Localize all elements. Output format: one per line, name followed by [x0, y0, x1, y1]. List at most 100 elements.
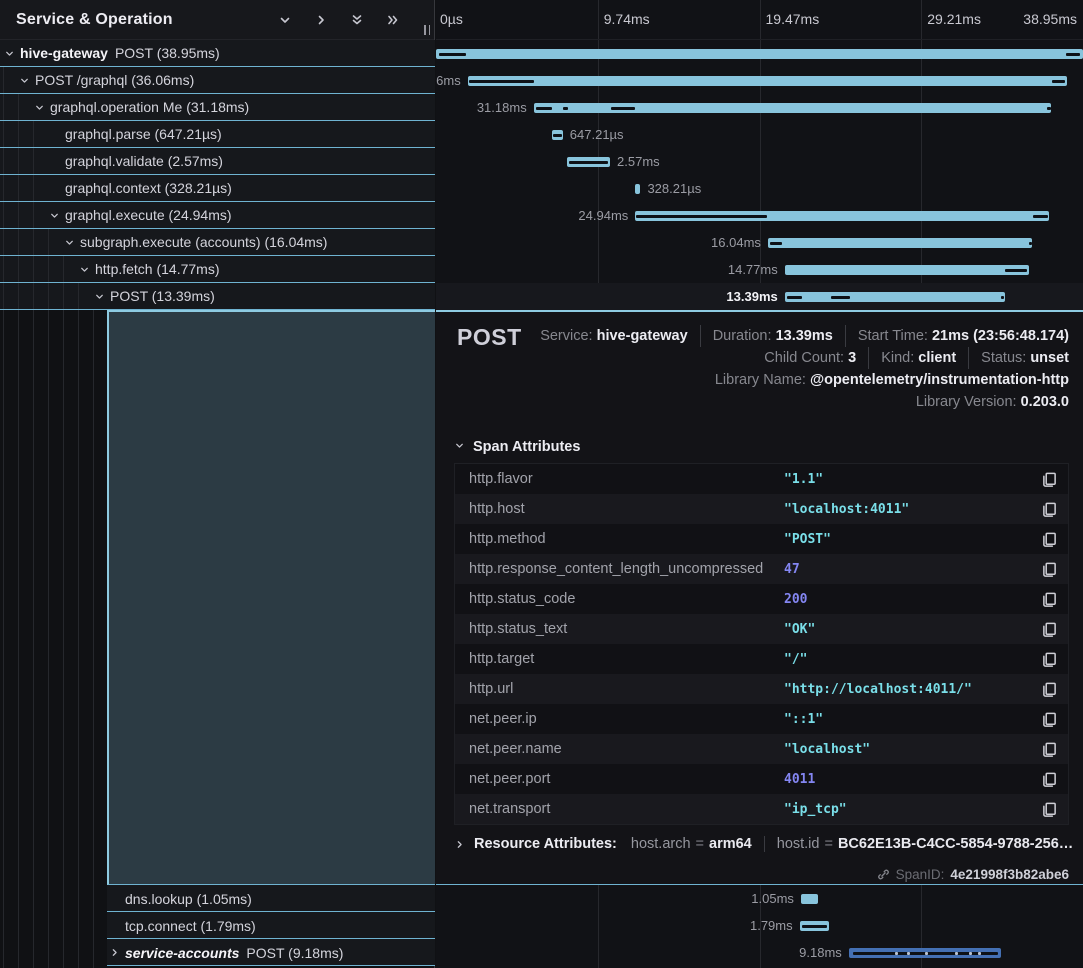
span-row-tree[interactable]: POST (13.39ms): [0, 283, 435, 310]
copy-icon[interactable]: [1038, 528, 1060, 550]
detail-meta-line: Service: hive-gateway Duration: 13.39ms St…: [540, 325, 1069, 347]
meta-label: Library Name:: [714, 372, 810, 388]
span-row-timeline[interactable]: 9.18ms: [436, 939, 1083, 966]
span-row-tree[interactable]: http.fetch (14.77ms): [0, 256, 435, 283]
meta-value: 0.203.0: [1020, 394, 1069, 410]
span-bar-tick: [1028, 241, 1032, 245]
detail-meta-line: Child Count: 3 Kind: client Status: unset: [540, 347, 1069, 369]
chevron-right-icon[interactable]: [314, 13, 328, 27]
copy-icon[interactable]: [1038, 798, 1060, 820]
attribute-key: net.transport: [469, 801, 551, 817]
span-bar-tick: [1051, 79, 1065, 83]
meta-label: Service:: [540, 328, 597, 344]
copy-icon[interactable]: [1038, 468, 1060, 490]
axis-tick-label: 9.74ms: [603, 11, 650, 27]
span-row-tree[interactable]: subgraph.execute (accounts) (16.04ms): [0, 229, 435, 256]
link-icon[interactable]: [877, 868, 890, 881]
span-bar[interactable]: [467, 76, 1067, 86]
chevron-down-icon[interactable]: [34, 102, 50, 113]
span-row-tree[interactable]: service-accounts POST (9.18ms): [0, 939, 435, 966]
resource-attributes-toggle[interactable]: Resource Attributes: host.arch = arm64 host…: [454, 836, 1074, 852]
service-name: service-accounts: [125, 944, 240, 961]
chevron-right-icon[interactable]: [109, 947, 125, 958]
span-bar[interactable]: [635, 211, 1049, 221]
span-bar-tick: [1065, 52, 1081, 56]
span-row-timeline[interactable]: 1.79ms: [436, 912, 1083, 939]
attribute-value: "ip_tcp": [784, 801, 847, 817]
span-row-timeline[interactable]: 24.94ms: [436, 202, 1083, 229]
span-row-tree[interactable]: graphql.parse (647.21µs): [0, 121, 435, 148]
copy-icon[interactable]: [1038, 558, 1060, 580]
span-duration-label: 328.21µs: [647, 181, 702, 196]
span-bar-tick: [1047, 106, 1051, 110]
meta-value: @opentelemetry/instrumentation-http: [809, 372, 1069, 388]
span-row-tree[interactable]: graphql.validate (2.57ms): [0, 148, 435, 175]
attribute-value: "http://localhost:4011/": [784, 681, 972, 697]
span-row-timeline[interactable]: 36.06ms: [436, 67, 1083, 94]
attribute-row: http.response_content_length_uncompresse…: [455, 554, 1068, 584]
copy-icon[interactable]: [1038, 618, 1060, 640]
span-row-timeline[interactable]: 328.21µs: [436, 175, 1083, 202]
span-row-tree[interactable]: graphql.operation Me (31.18ms): [0, 94, 435, 121]
chevron-down-icon[interactable]: [79, 264, 95, 275]
span-bar-tick: [801, 924, 828, 928]
span-row-tree[interactable]: graphql.execute (24.94ms): [0, 202, 435, 229]
copy-icon[interactable]: [1038, 708, 1060, 730]
attribute-row: net.peer.ip "::1": [455, 704, 1068, 734]
meta-value: unset: [1030, 350, 1069, 366]
span-bar[interactable]: [784, 265, 1029, 275]
meta-label: Library Version:: [915, 394, 1021, 410]
span-row-timeline[interactable]: 16.04ms: [436, 229, 1083, 256]
span-row-timeline[interactable]: 38.95ms: [436, 40, 1083, 67]
span-bar[interactable]: [784, 292, 1005, 302]
attribute-key: net.peer.name: [469, 741, 562, 757]
span-row-tree[interactable]: dns.lookup (1.05ms): [0, 885, 435, 912]
chevron-down-icon[interactable]: [94, 291, 110, 302]
attribute-row: http.host "localhost:4011": [455, 494, 1068, 524]
span-bar[interactable]: [800, 894, 819, 904]
chevron-down-icon: [454, 439, 465, 455]
copy-icon[interactable]: [1038, 498, 1060, 520]
panel-resize-handle[interactable]: [424, 25, 430, 35]
span-row-timeline[interactable]: 647.21µs: [436, 121, 1083, 148]
chevron-down-icon[interactable]: [49, 210, 65, 221]
axis-tick-label: 38.95ms: [1023, 11, 1077, 27]
span-row-tree[interactable]: POST /graphql (36.06ms): [0, 67, 435, 94]
resource-pair: host.id = BC62E13B-C4CC-5854-9788-256…: [763, 836, 1074, 852]
chevron-down-icon[interactable]: [4, 48, 20, 59]
span-bar[interactable]: [634, 184, 641, 194]
span-bar-tick: [830, 295, 851, 299]
copy-icon[interactable]: [1038, 588, 1060, 610]
span-row-timeline[interactable]: 31.18ms: [436, 94, 1083, 121]
span-duration-label: 31.18ms: [476, 100, 527, 115]
attribute-row: http.method "POST": [455, 524, 1068, 554]
attribute-row: http.status_code 200: [455, 584, 1068, 614]
copy-icon[interactable]: [1038, 678, 1060, 700]
span-bar[interactable]: [767, 238, 1032, 248]
span-attributes-title: Span Attributes: [473, 439, 581, 455]
span-attributes-toggle[interactable]: Span Attributes: [454, 439, 580, 455]
copy-icon[interactable]: [1038, 648, 1060, 670]
chevron-down-icon[interactable]: [278, 13, 292, 27]
span-bar-mark: [969, 951, 973, 955]
span-row-timeline[interactable]: 2.57ms: [436, 148, 1083, 175]
span-row-tree[interactable]: tcp.connect (1.79ms): [0, 912, 435, 939]
operation-label: dns.lookup (1.05ms): [125, 890, 252, 907]
span-row-timeline[interactable]: 14.77ms: [436, 256, 1083, 283]
span-bar[interactable]: [436, 49, 1083, 59]
span-row-timeline[interactable]: 13.39ms: [436, 283, 1083, 310]
attribute-row: http.target "/": [455, 644, 1068, 674]
double-chevron-down-icon[interactable]: [350, 13, 364, 27]
span-row-timeline[interactable]: 1.05ms: [436, 885, 1083, 912]
double-chevron-right-icon[interactable]: [386, 13, 400, 27]
span-bar[interactable]: [533, 103, 1052, 113]
chevron-down-icon[interactable]: [19, 75, 35, 86]
copy-icon[interactable]: [1038, 738, 1060, 760]
attribute-row: http.status_text "OK": [455, 614, 1068, 644]
chevron-down-icon[interactable]: [64, 237, 80, 248]
span-row-tree[interactable]: graphql.context (328.21µs): [0, 175, 435, 202]
axis-tick-label: 0µs: [440, 11, 463, 27]
span-row-tree[interactable]: hive-gateway POST (38.95ms): [0, 40, 435, 67]
copy-icon[interactable]: [1038, 768, 1060, 790]
